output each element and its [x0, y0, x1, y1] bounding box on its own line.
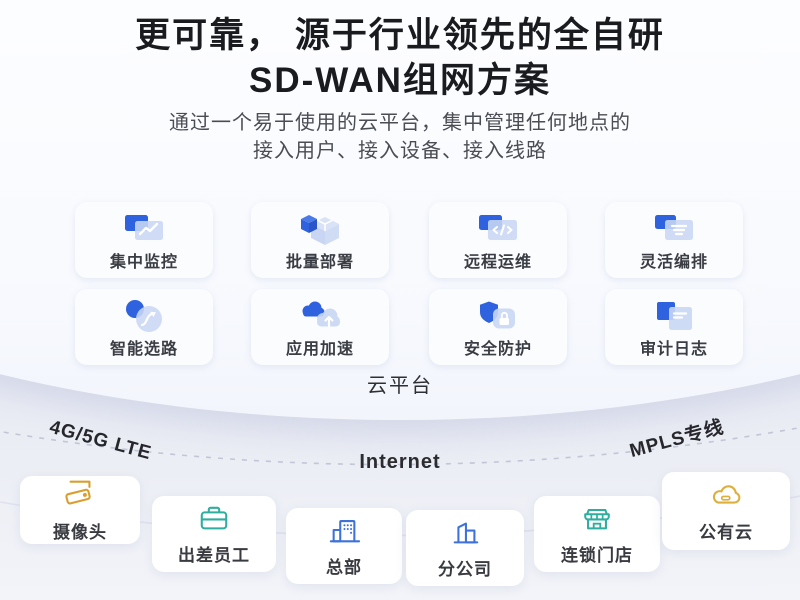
endpoint-card: 总部	[286, 508, 402, 584]
endpoint-label: 总部	[326, 558, 362, 577]
security-shield-icon	[476, 298, 520, 333]
orchestration-icon	[652, 211, 696, 246]
headquarters-icon	[325, 514, 363, 551]
page-title: 更可靠， 源于行业领先的全自研 SD-WAN组网方案	[0, 13, 800, 103]
feature-card: 智能选路	[75, 289, 213, 365]
endpoint-card: 分公司	[406, 510, 524, 586]
feature-label: 批量部署	[285, 254, 354, 271]
endpoint-label: 出差员工	[178, 546, 250, 565]
endpoint-card: 连锁门店	[534, 496, 660, 572]
feature-label: 智能选路	[109, 341, 178, 358]
feature-card: 灵活编排	[605, 202, 743, 278]
endpoint-card: 公有云	[662, 472, 790, 550]
page-subtitle: 通过一个易于使用的云平台，集中管理任何地点的 接入用户、接入设备、接入线路	[0, 109, 800, 165]
endpoint-label: 公有云	[699, 523, 753, 542]
feature-card: 应用加速	[251, 289, 389, 365]
endpoint-label: 摄像头	[53, 523, 107, 542]
feature-card: 批量部署	[251, 202, 389, 278]
endpoint-label: 连锁门店	[561, 546, 633, 565]
cloud-platform-label: 云平台	[367, 375, 433, 397]
feature-card: 远程运维	[429, 202, 567, 278]
page-title-line1: 更可靠， 源于行业领先的全自研	[135, 16, 665, 55]
feature-label: 灵活编排	[639, 254, 708, 271]
branch-office-icon	[446, 516, 484, 553]
feature-label: 应用加速	[285, 341, 354, 358]
feature-label: 安全防护	[463, 341, 532, 358]
feature-label: 审计日志	[639, 341, 708, 358]
feature-card: 审计日志	[605, 289, 743, 365]
page-title-line2: SD-WAN组网方案	[249, 61, 551, 100]
endpoint-card: 摄像头	[20, 476, 140, 544]
deploy-cube-icon	[298, 211, 342, 246]
public-cloud-icon	[705, 479, 747, 516]
feature-card: 集中监控	[75, 202, 213, 278]
endpoint-card: 出差员工	[152, 496, 276, 572]
feature-card: 安全防护	[429, 289, 567, 365]
cloud-accelerate-icon	[298, 298, 342, 333]
network-label-internet: Internet	[359, 451, 441, 473]
camera-icon	[60, 477, 100, 516]
briefcase-icon	[194, 502, 234, 539]
page-subtitle-line2: 接入用户、接入设备、接入线路	[253, 140, 547, 162]
storefront-icon	[577, 502, 617, 539]
smart-route-icon	[122, 298, 166, 333]
audit-log-icon	[652, 298, 696, 333]
page-subtitle-line1: 通过一个易于使用的云平台，集中管理任何地点的	[169, 112, 631, 134]
feature-label: 集中监控	[109, 254, 178, 271]
feature-label: 远程运维	[463, 254, 532, 271]
monitor-chart-icon	[122, 211, 166, 246]
remote-code-icon	[476, 211, 520, 246]
endpoint-label: 分公司	[438, 560, 492, 579]
